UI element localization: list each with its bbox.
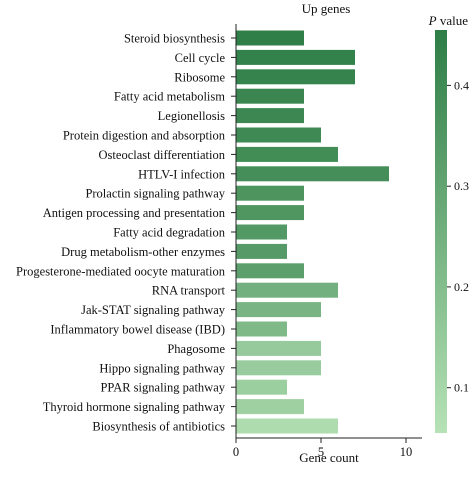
category-label: Protein digestion and absorption — [63, 129, 226, 143]
colorbar-tick-label: 0.3 — [454, 179, 469, 193]
category-label: Legionellosis — [158, 109, 225, 123]
bar — [236, 263, 304, 279]
category-label: Antigen processing and presentation — [43, 206, 226, 220]
x-tick-label: 0 — [233, 445, 239, 459]
colorbar-title-rest: value — [437, 13, 469, 28]
category-labels: Steroid biosynthesis Cell cycle Ribosome Fa… — [16, 32, 236, 434]
bar — [236, 418, 338, 434]
colorbar-title-italic: P — [428, 13, 437, 28]
category-label: Steroid biosynthesis — [124, 32, 225, 46]
bar — [236, 399, 304, 415]
colorbar-ticks: 0.4 0.3 0.2 0.1 — [447, 78, 469, 395]
category-label: Thyroid hormone signaling pathway — [43, 400, 226, 414]
bar — [236, 69, 355, 85]
bar — [236, 127, 321, 143]
bar — [236, 185, 304, 201]
colorbar-gradient — [435, 30, 447, 433]
bars — [236, 30, 389, 434]
bar — [236, 88, 304, 104]
x-axis-label: Gene count — [299, 450, 359, 465]
category-label: PPAR signaling pathway — [100, 381, 225, 395]
category-label: Prolactin signaling pathway — [85, 187, 225, 201]
category-label: Biosynthesis of antibiotics — [92, 420, 225, 434]
chart-title: Up genes — [302, 1, 351, 16]
category-label: Fatty acid metabolism — [114, 90, 225, 104]
category-label: Drug metabolism-other enzymes — [61, 245, 225, 259]
category-label: RNA transport — [152, 284, 226, 298]
bar — [236, 321, 287, 337]
bar — [236, 205, 304, 221]
x-axis-ticks: 0 5 10 — [233, 438, 412, 459]
category-label: Hippo signaling pathway — [99, 361, 225, 375]
bar — [236, 30, 304, 46]
category-label: Jak-STAT signaling pathway — [81, 303, 226, 317]
bar — [236, 108, 304, 124]
x-tick-label: 5 — [318, 445, 324, 459]
category-label: HTLV-I infection — [138, 167, 226, 181]
category-label: Phagosome — [167, 342, 225, 356]
bar — [236, 166, 389, 182]
bar — [236, 340, 321, 356]
colorbar: P value 0.4 0.3 0.2 0.1 — [428, 13, 469, 433]
bar — [236, 243, 287, 259]
colorbar-tick-label: 0.1 — [454, 381, 469, 395]
bar — [236, 302, 321, 318]
bar — [236, 379, 287, 395]
colorbar-title: P value — [428, 13, 469, 28]
category-label: Ribosome — [174, 70, 225, 84]
x-tick-label: 10 — [400, 445, 413, 459]
bar — [236, 146, 338, 162]
category-label: Fatty acid degradation — [113, 226, 226, 240]
category-label: Cell cycle — [175, 51, 226, 65]
bar — [236, 360, 321, 376]
category-label: Progesterone-mediated oocyte maturation — [16, 264, 226, 278]
colorbar-tick-label: 0.4 — [454, 78, 469, 92]
colorbar-tick-label: 0.2 — [454, 280, 469, 294]
bar — [236, 282, 338, 298]
category-label: Inflammatory bowel disease (IBD) — [50, 323, 225, 337]
bar — [236, 224, 287, 240]
bar — [236, 49, 355, 65]
category-label: Osteoclast differentiation — [99, 148, 226, 162]
